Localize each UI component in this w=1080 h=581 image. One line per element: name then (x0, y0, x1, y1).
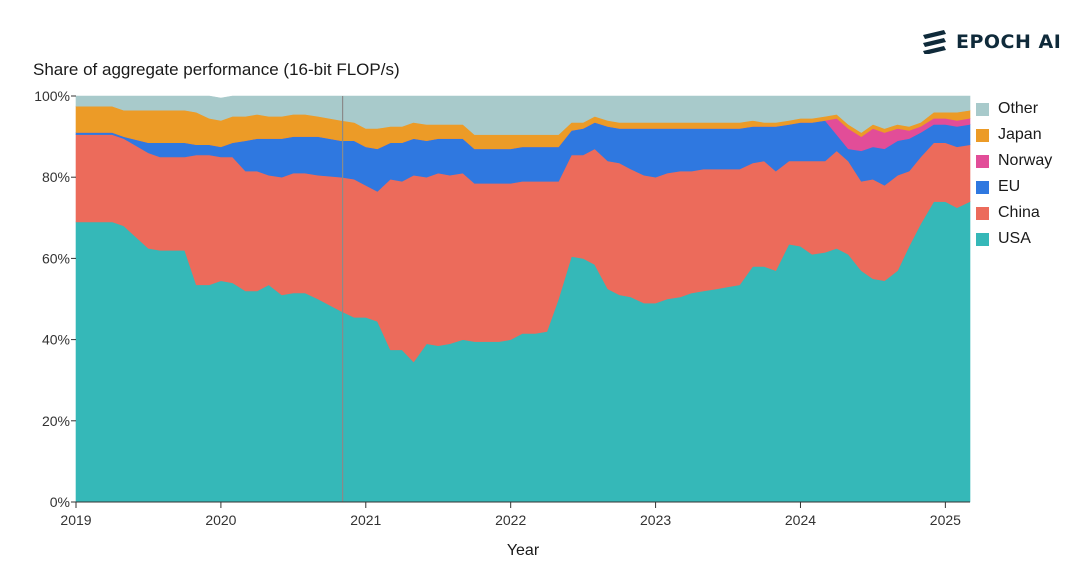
chart-title: Share of aggregate performance (16-bit F… (33, 60, 400, 79)
y-tick-label: 100% (34, 88, 70, 104)
brand-name: EPOCH AI (956, 31, 1062, 53)
x-axis-title: Year (507, 542, 540, 559)
legend-item-other[interactable]: Other (976, 96, 1052, 122)
x-tick-label: 2021 (350, 512, 381, 528)
x-tick-label: 2019 (60, 512, 91, 528)
y-tick-label: 20% (42, 413, 70, 429)
legend-swatch (976, 154, 989, 168)
x-tick-label: 2024 (785, 512, 816, 528)
y-tick-label: 60% (42, 250, 70, 266)
legend-label: Japan (998, 126, 1042, 143)
y-tick-label: 80% (42, 169, 70, 185)
axes-layer: 0% 20% 40% 60% 80% 100% 2019 2020 2021 2022 2023 20… (34, 88, 970, 528)
legend-item-norway[interactable]: Norway (976, 148, 1052, 174)
legend: Other Japan Norway EU China USA (976, 96, 1052, 252)
legend-swatch (976, 232, 989, 246)
legend-item-china[interactable]: China (976, 200, 1052, 226)
series-area-other (75, 95, 971, 135)
epoch-logo-icon (923, 30, 946, 54)
legend-label: China (998, 204, 1040, 221)
legend-swatch (976, 128, 989, 142)
y-tick-label: 40% (42, 332, 70, 348)
area-layer (75, 95, 971, 503)
legend-label: USA (998, 230, 1031, 247)
legend-label: Norway (998, 152, 1053, 169)
x-tick-label: 2023 (640, 512, 671, 528)
x-tick-label: 2022 (495, 512, 526, 528)
legend-item-japan[interactable]: Japan (976, 122, 1052, 148)
legend-swatch (976, 102, 989, 116)
legend-item-usa[interactable]: USA (976, 226, 1052, 252)
legend-label: EU (998, 178, 1021, 195)
legend-swatch (976, 206, 989, 220)
y-tick-label: 0% (50, 494, 70, 510)
brand-logo: EPOCH AI (922, 30, 1061, 54)
x-tick-label: 2020 (205, 512, 236, 528)
legend-swatch (976, 180, 989, 194)
x-tick-label: 2025 (930, 512, 961, 528)
legend-label: Other (998, 100, 1039, 117)
legend-item-eu[interactable]: EU (976, 174, 1052, 200)
